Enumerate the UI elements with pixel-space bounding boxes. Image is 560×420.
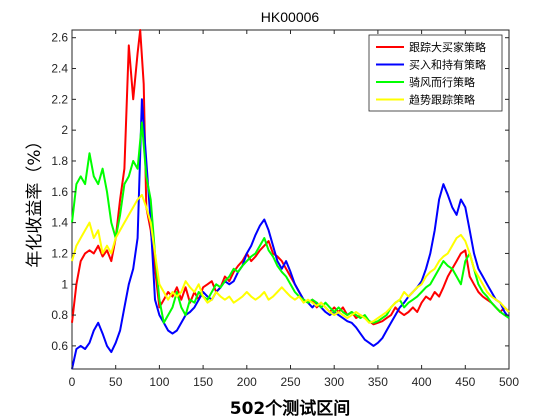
x-tick-label: 350 <box>368 375 388 389</box>
y-axis-label: 年化收益率（%） <box>25 132 45 267</box>
series-line-4 <box>71 193 510 324</box>
legend-label-1: 跟踪大买家策略 <box>409 40 486 54</box>
x-tick-label: 50 <box>109 375 123 389</box>
legend-label-2: 买入和持有策略 <box>409 58 486 72</box>
series-line-1 <box>71 29 510 326</box>
y-tick-label: 0.6 <box>51 339 68 353</box>
x-tick-label: 400 <box>412 375 432 389</box>
legend-label-4: 趋势跟踪策略 <box>409 93 475 107</box>
x-axis-label: 502个测试区间 <box>230 398 351 419</box>
legend-label-3: 骑风而行策略 <box>409 75 475 89</box>
x-tick-label: 250 <box>280 375 300 389</box>
x-tick-label: 450 <box>455 375 475 389</box>
chart-title: HK00006 <box>261 9 320 25</box>
y-tick-label: 1.4 <box>51 216 68 230</box>
x-tick-label: 0 <box>69 375 76 389</box>
x-tick-label: 150 <box>193 375 213 389</box>
x-tick-label: 500 <box>499 375 519 389</box>
series-layer <box>71 29 510 370</box>
y-tick-label: 1.6 <box>51 185 68 199</box>
y-tick-label: 1.2 <box>51 246 68 260</box>
x-tick-label: 200 <box>237 375 257 389</box>
x-tick-label: 100 <box>149 375 169 389</box>
y-tick-label: 1 <box>61 277 68 291</box>
x-tick-label: 300 <box>324 375 344 389</box>
y-tick-label: 1.8 <box>51 154 68 168</box>
y-tick-label: 2.4 <box>51 62 68 76</box>
y-tick-label: 0.8 <box>51 308 68 322</box>
series-line-2 <box>71 98 510 370</box>
y-tick-label: 2.2 <box>51 92 68 106</box>
y-tick-label: 2.6 <box>51 31 68 45</box>
axis-layer: 0 50 100 150 200 250 300 350 400 450 500 0.6 0.8 1 1.2… <box>51 30 519 389</box>
series-line-3 <box>71 121 510 324</box>
y-tick-label: 2 <box>61 123 68 137</box>
